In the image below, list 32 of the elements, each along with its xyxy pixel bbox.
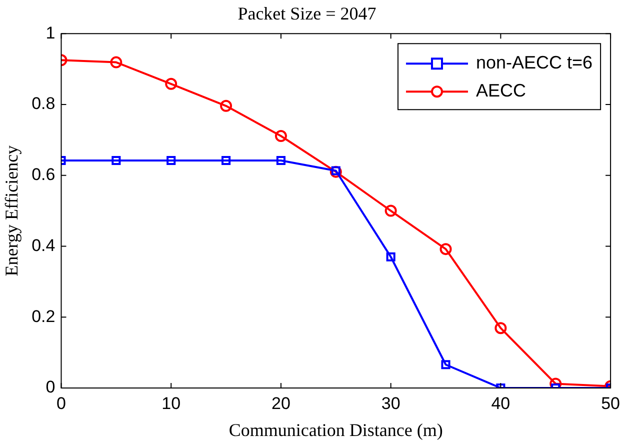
y-tick-label: 0.6 (32, 165, 56, 184)
y-axis-title: Energy Efficiency (2, 145, 22, 276)
y-tick-label: 0.8 (32, 94, 56, 114)
point (221, 156, 231, 166)
point (550, 378, 562, 388)
y-tick-label: 0.4 (32, 236, 56, 255)
point (166, 156, 176, 166)
point (494, 322, 507, 334)
point (386, 252, 396, 262)
legend-label: AECC (476, 80, 526, 101)
point (330, 166, 342, 178)
point (274, 130, 287, 142)
point (440, 243, 452, 256)
point (220, 100, 232, 112)
point (110, 56, 122, 68)
point (112, 156, 121, 166)
y-tick-label: 1 (46, 23, 56, 42)
x-tick-label: 10 (162, 394, 181, 413)
legend-label: non-AECC t=6 (476, 52, 593, 73)
point (276, 156, 286, 166)
x-tick-label: 20 (271, 394, 290, 413)
y-tick-label: 0.2 (32, 306, 56, 326)
point (441, 360, 450, 370)
x-axis-title: Communication Distance (m) (228, 420, 443, 440)
x-tick-label: 40 (491, 394, 510, 413)
point (165, 78, 178, 90)
chart-title: Packet Size = 2047 (238, 4, 376, 24)
x-tick-label: 30 (381, 394, 400, 413)
point (331, 166, 340, 176)
x-tick-label: 50 (601, 394, 620, 413)
y-tick-label: 0 (46, 378, 56, 397)
point (384, 204, 397, 217)
